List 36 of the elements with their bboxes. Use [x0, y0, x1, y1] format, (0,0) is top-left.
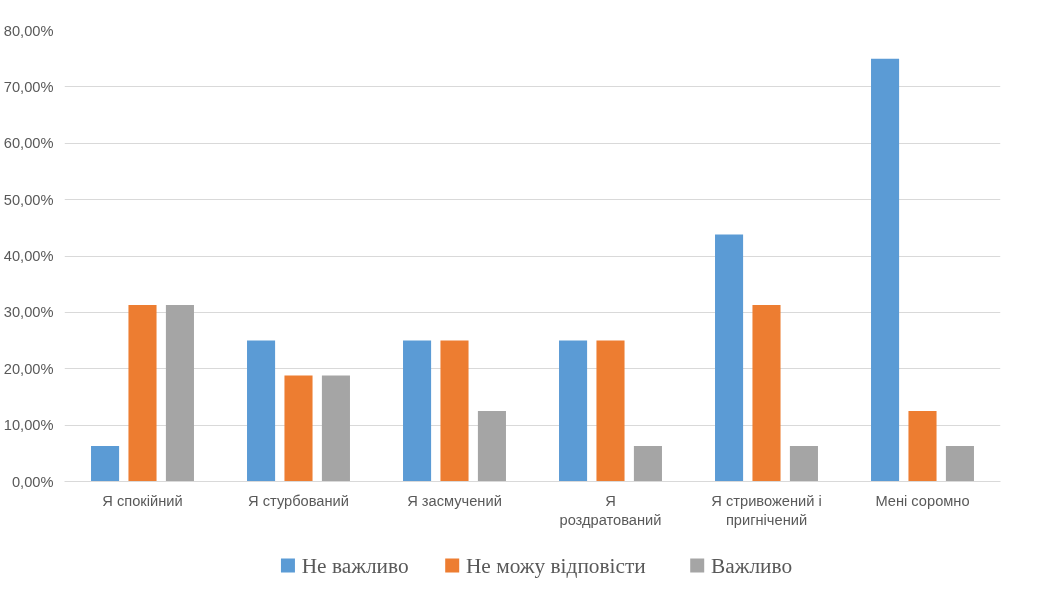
bar: [128, 305, 157, 482]
bar: [715, 234, 744, 482]
x-tick-label: Я спокійний: [102, 492, 183, 509]
y-tick-label: 50,00%: [3, 191, 54, 208]
y-tick-label: 20,00%: [3, 360, 54, 377]
bar: [871, 58, 900, 482]
bar: [559, 340, 588, 482]
bar: [477, 411, 506, 482]
y-tick-label: 70,00%: [3, 78, 54, 95]
y-tick-label: 60,00%: [3, 135, 54, 152]
bar: [633, 445, 662, 482]
x-tick-label: Я засмучений: [407, 492, 502, 509]
bar: [247, 340, 276, 482]
y-tick-label: 30,00%: [3, 304, 54, 321]
bar: [91, 445, 120, 482]
x-tick-label: Я стурбований: [248, 492, 349, 509]
bar: [284, 375, 313, 482]
legend-label: Не важливо: [301, 553, 409, 578]
bar: [440, 340, 469, 482]
legend-label: Не можу відповісти: [465, 553, 646, 578]
bar: [789, 445, 818, 482]
bar: [596, 340, 625, 482]
y-tick-label: 10,00%: [3, 417, 54, 434]
bar: [908, 411, 937, 482]
y-tick-label: 80,00%: [3, 22, 54, 39]
x-tick-label: Я стривожений і пригнічений: [711, 492, 822, 528]
bar: [752, 305, 781, 482]
x-tick-label: Я роздратований: [559, 492, 662, 528]
y-tick-label: 40,00%: [3, 248, 54, 264]
bar: [403, 340, 432, 482]
bar: [321, 375, 350, 482]
legend-label: Важливо: [710, 553, 793, 578]
y-tick-label: 0,00%: [11, 473, 54, 490]
bar: [165, 305, 194, 482]
bar: [945, 445, 974, 482]
x-tick-label: Мені соромно: [875, 492, 970, 509]
